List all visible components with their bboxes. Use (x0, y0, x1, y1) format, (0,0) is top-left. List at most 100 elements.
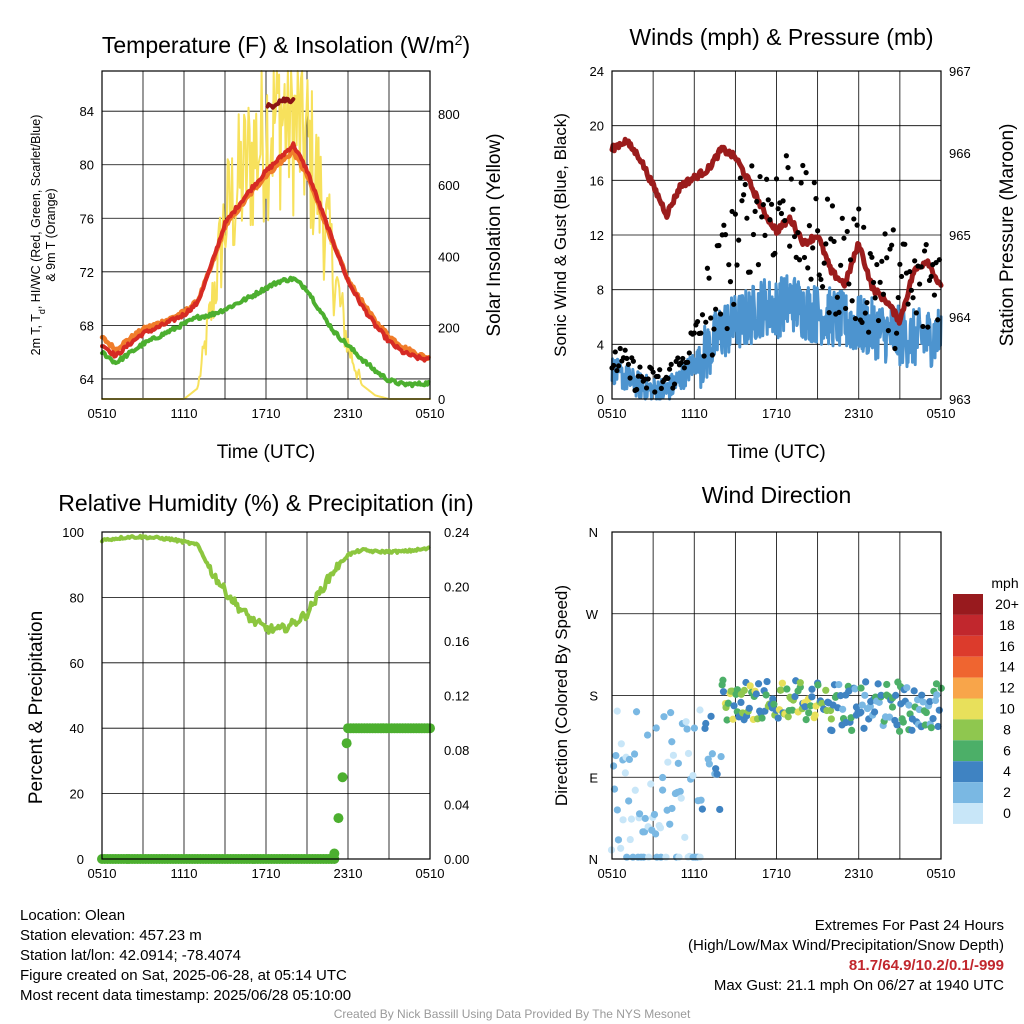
humidity-panel: Relative Humidity (%) & Precipitation (i… (26, 490, 474, 881)
gust-point (790, 206, 796, 212)
gust-point (895, 294, 901, 301)
direction-point (689, 772, 697, 780)
direction-point (929, 714, 937, 723)
wind-y-tick-label: 12 (590, 228, 604, 243)
gust-point (614, 367, 620, 374)
relative-humidity-line (100, 533, 431, 635)
rh-y-tick-label: 100 (62, 525, 84, 540)
temp-y-tick-label: 64 (80, 372, 94, 387)
gust-point (918, 264, 924, 270)
direction-point (664, 758, 672, 766)
direction-point (932, 680, 941, 688)
direction-point (905, 701, 913, 709)
direction-point (877, 691, 885, 699)
gust-point (645, 376, 651, 382)
temp-y-axis-label-line2: & 9m T (Orange) (44, 188, 58, 281)
gust-point (670, 385, 676, 391)
gust-point (780, 198, 786, 204)
gust-point (791, 233, 798, 240)
gust-point (772, 250, 778, 256)
direction-point (899, 718, 907, 726)
gust-point (824, 196, 831, 202)
gust-point (816, 272, 822, 278)
gust-point (699, 312, 706, 318)
gust-point (795, 230, 801, 236)
precip-y-tick-label: 0.12 (444, 689, 469, 704)
gust-point (675, 355, 681, 361)
direction-point (652, 724, 660, 732)
direction-point (626, 835, 634, 844)
direction-point (839, 705, 847, 713)
direction-point (666, 820, 674, 828)
direction-point (627, 815, 636, 823)
legend-label: 0 (1003, 805, 1011, 821)
gust-point (637, 364, 643, 370)
extremes-title: Extremes For Past 24 Hours (814, 917, 1004, 934)
gust-point (935, 317, 941, 323)
wind-y-tick-label: 20 (590, 119, 604, 134)
direction-point (931, 696, 940, 705)
direction-point (874, 680, 882, 688)
gust-point (765, 197, 771, 203)
gust-point (821, 260, 827, 266)
rh-y-tick-label: 40 (70, 721, 84, 736)
gust-point (887, 246, 893, 252)
gust-point (806, 223, 813, 229)
direction-point (716, 805, 724, 814)
direction-point (903, 684, 911, 692)
gust-point (831, 238, 837, 245)
direction-point (935, 706, 943, 714)
direction-point (702, 719, 710, 728)
station-latlon: Station lat/lon: 42.0914; -78.4074 (20, 947, 242, 964)
legend-label: 18 (999, 617, 1015, 633)
direction-point (857, 708, 865, 716)
gust-point (666, 366, 673, 372)
gust-point (869, 254, 875, 260)
gust-point (764, 176, 770, 182)
legend-swatch (953, 782, 983, 803)
gust-point (685, 359, 691, 365)
temp-title-text: Temperature (F) & Insolation (W/m (102, 32, 455, 58)
gust-point (627, 375, 633, 381)
gust-point (760, 202, 766, 208)
pressure-y-tick-label: 966 (949, 146, 971, 161)
gust-point (893, 330, 900, 336)
direction-point (659, 786, 667, 794)
gust-point (921, 248, 928, 254)
direction-point (919, 698, 927, 706)
gust-point (678, 360, 684, 366)
gust-point (778, 210, 785, 217)
legend-swatch (953, 594, 983, 615)
direction-point (758, 714, 766, 722)
heat-index-line (265, 96, 296, 110)
gust-point (775, 206, 781, 212)
direction-point (796, 679, 804, 687)
legend-swatch (953, 614, 983, 636)
gust-point (913, 310, 919, 316)
rh-frame (101, 531, 431, 860)
direction-point (645, 853, 653, 861)
gust-point (749, 163, 755, 169)
precip-y-tick-label: 0.08 (444, 743, 469, 758)
gust-point (872, 295, 878, 301)
max-gust: Max Gust: 21.1 mph On 06/27 at 1940 UTC (713, 977, 1004, 994)
gust-point (736, 237, 742, 243)
direction-point (643, 731, 652, 739)
winds-x-axis-label: Time (UTC) (727, 442, 826, 463)
direction-point (835, 680, 843, 689)
direction-point (677, 794, 685, 802)
solar-y-tick-label: 200 (438, 321, 460, 336)
direction-point (927, 724, 935, 732)
direction-point (631, 786, 639, 794)
direction-point (660, 713, 668, 721)
gust-point (826, 310, 832, 316)
extremes-subtitle: (High/Low/Max Wind/Precipitation/Snow De… (688, 937, 1004, 954)
direction-point (676, 787, 684, 796)
direction-point (690, 724, 698, 732)
gust-point (650, 369, 656, 375)
gust-point (805, 265, 811, 271)
gust-point (737, 175, 743, 181)
credit-line: Created By Nick Bassill Using Data Provi… (333, 1007, 691, 1021)
direction-point (754, 680, 763, 688)
dir-x-tick-label: 0510 (927, 866, 956, 881)
